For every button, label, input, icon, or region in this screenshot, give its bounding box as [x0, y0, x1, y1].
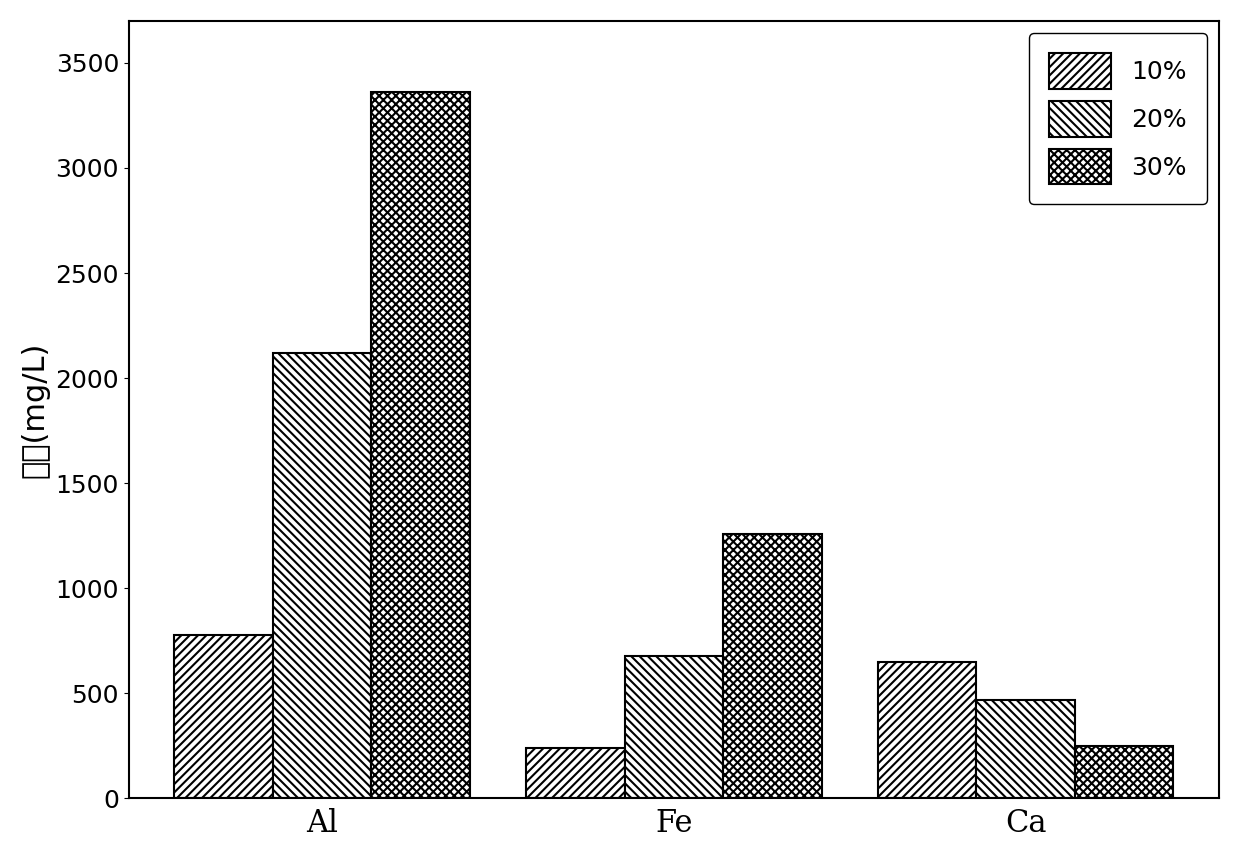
Legend: 10%, 20%, 30%: 10%, 20%, 30%	[1028, 34, 1207, 205]
Bar	[976, 700, 1075, 798]
Bar	[372, 92, 470, 798]
Bar	[273, 353, 372, 798]
Bar	[526, 748, 625, 798]
Bar	[625, 655, 723, 798]
Bar	[723, 534, 822, 798]
Y-axis label: 浓度(mg/L): 浓度(mg/L)	[21, 341, 50, 478]
Bar	[1075, 746, 1173, 798]
Bar	[878, 662, 976, 798]
Bar	[175, 635, 273, 798]
